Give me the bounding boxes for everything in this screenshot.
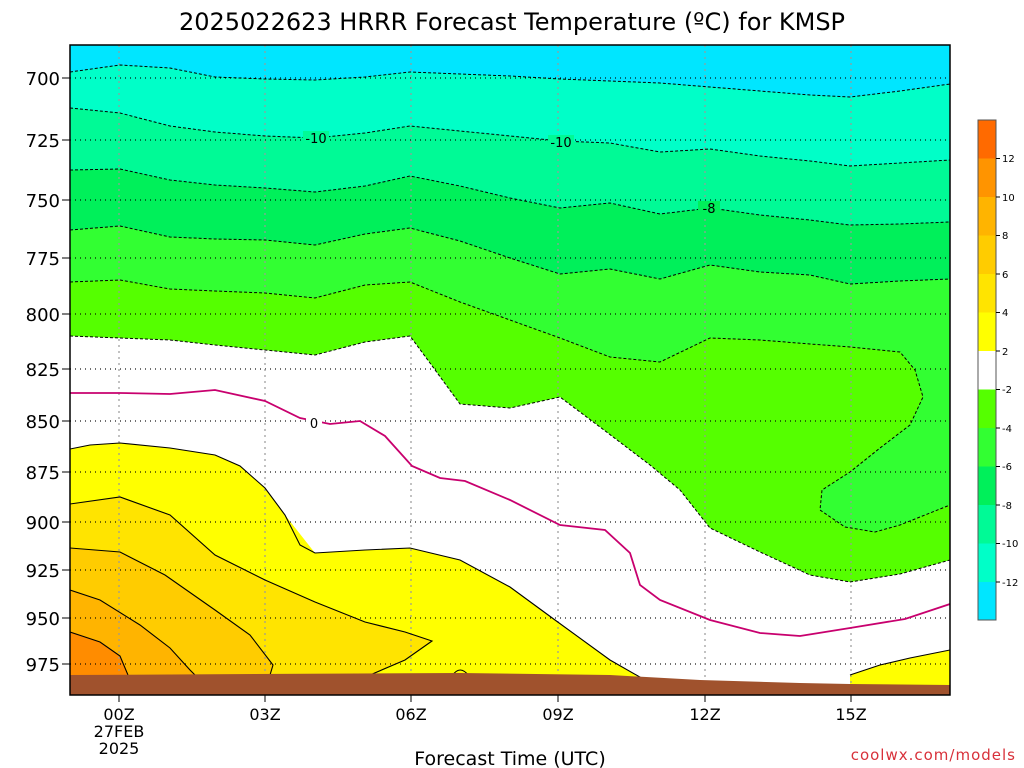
credit-text: coolwx.com/models <box>851 746 1016 764</box>
y-tick-label: 700 <box>26 69 60 90</box>
colorbar-swatch <box>978 274 996 313</box>
contour-line-minus-8 <box>70 168 950 226</box>
x-tick-label: 06Z <box>395 705 426 724</box>
colorbar-swatch <box>978 389 996 428</box>
plot-area <box>70 45 950 695</box>
contour-line-6 <box>70 547 274 676</box>
colorbar-tick-label: -6 <box>1002 462 1012 473</box>
contour-line-10 <box>70 631 129 676</box>
contour-line-2 <box>70 442 646 681</box>
colorbar-tick-label: 4 <box>1002 308 1008 319</box>
plot-frame <box>69 44 951 696</box>
colorbar-tick-label: -4 <box>1002 424 1012 435</box>
contour-line-minus-6 <box>70 225 950 285</box>
x-axis: 00Z 27FEB 2025 03Z 06Z 09Z 12Z 15Z Forec… <box>94 695 867 768</box>
grid-vertical <box>118 45 852 695</box>
colorbar-tick-label: -2 <box>1002 385 1012 396</box>
y-tick-label: 850 <box>26 412 60 433</box>
band-above-10 <box>70 632 128 675</box>
y-tick-label: 800 <box>26 305 60 326</box>
contour-line-minus-4 <box>70 279 950 533</box>
colorbar-tick-label: 6 <box>1002 270 1008 281</box>
x-year-label: 2025 <box>99 739 140 758</box>
colorbar-tick-label: 2 <box>1002 347 1008 358</box>
x-date-label: 27FEB <box>94 722 145 741</box>
colorbar-tick-label: 10 <box>1002 193 1015 204</box>
contour-labels: -10 -10 -8 0 <box>303 131 720 432</box>
contour-label-minus-8: -8 <box>703 202 716 217</box>
y-tick-label: 925 <box>26 561 60 582</box>
colorbar-swatch <box>978 466 996 505</box>
colorbar-swatch <box>978 197 996 236</box>
y-tick-label: 775 <box>26 249 60 270</box>
y-tick-label: 950 <box>26 609 60 630</box>
y-tick-label: 725 <box>26 131 60 152</box>
contour-line-minus-10 <box>70 107 950 167</box>
colorbar-tick-label: -8 <box>1002 501 1012 512</box>
x-tick-label: 00Z <box>103 705 134 724</box>
colorbar-swatch <box>978 351 996 390</box>
contour-line-8 <box>70 589 196 676</box>
colorbar-swatch <box>978 582 996 620</box>
colorbar-tick-label: -10 <box>1002 539 1018 550</box>
colorbar-swatch <box>978 312 996 351</box>
y-tick-label: 750 <box>26 191 60 212</box>
band-warm-surface-right <box>850 650 950 685</box>
colorbar-tick-label: 8 <box>1002 231 1008 242</box>
ground-surface <box>70 673 950 695</box>
contour-label-minus-10-a: -10 <box>305 132 326 147</box>
contour-line-2-right <box>849 649 950 676</box>
x-axis-label: Forecast Time (UTC) <box>414 748 605 768</box>
contour-label-0: 0 <box>310 417 318 432</box>
y-tick-label: 900 <box>26 513 60 534</box>
contour-line-4 <box>70 496 434 676</box>
y-axis: 700 725 750 775 800 825 850 875 900 925 … <box>26 69 70 676</box>
x-tick-label: 12Z <box>689 705 720 724</box>
colorbar-swatch <box>978 235 996 274</box>
contour-line-minus-12 <box>70 64 950 98</box>
y-tick-label: 825 <box>26 360 60 381</box>
colorbar-frame <box>977 119 997 621</box>
x-tick-label: 03Z <box>249 705 280 724</box>
y-tick-label: 975 <box>26 655 60 676</box>
y-tick-label: 875 <box>26 463 60 484</box>
colorbar-swatch <box>978 428 996 467</box>
colorbar-tick-label: 12 <box>1002 154 1015 165</box>
colorbar-swatch <box>978 543 996 582</box>
x-tick-label: 15Z <box>835 705 866 724</box>
x-tick-label: 09Z <box>542 705 573 724</box>
chart-title: 2025022623 HRRR Forecast Temperature (ºC… <box>179 8 845 36</box>
contour-label-minus-10-b: -10 <box>550 136 571 151</box>
colorbar-swatch <box>978 158 996 197</box>
freezing-line <box>70 389 950 637</box>
colorbar: 12 10 8 6 4 2 -2 -4 -6 -8 -10 -12 <box>977 119 1018 621</box>
colorbar-swatch <box>978 120 996 159</box>
colorbar-swatch <box>978 505 996 544</box>
contour-line-minus-2 <box>70 335 950 583</box>
colorbar-tick-label: -12 <box>1002 578 1018 589</box>
